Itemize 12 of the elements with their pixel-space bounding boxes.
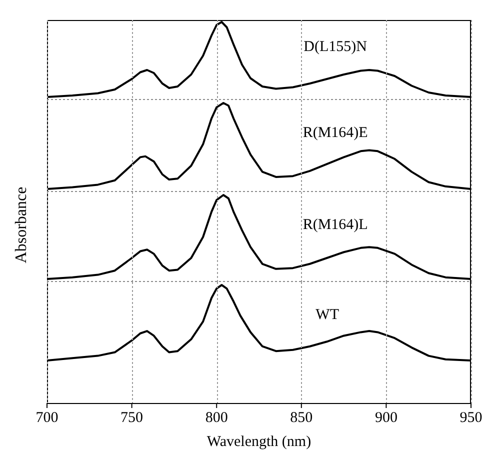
x-tick-label: 850	[290, 410, 313, 426]
x-tick-label: 950	[460, 410, 482, 426]
annotation: D(L155)N	[304, 38, 368, 55]
x-tick-label: 900	[374, 410, 398, 426]
annotation: R(M164)L	[302, 216, 368, 233]
x-tick-label: 750	[120, 410, 144, 426]
annotation: WT	[316, 306, 339, 323]
x-axis-title: Wavelength (nm)	[206, 434, 312, 450]
y-axis-title: Absorbance	[13, 186, 31, 264]
annotation: R(M164)E	[302, 124, 368, 141]
x-tick-label: 700	[36, 410, 58, 426]
x-tick-label: 800	[205, 410, 228, 426]
